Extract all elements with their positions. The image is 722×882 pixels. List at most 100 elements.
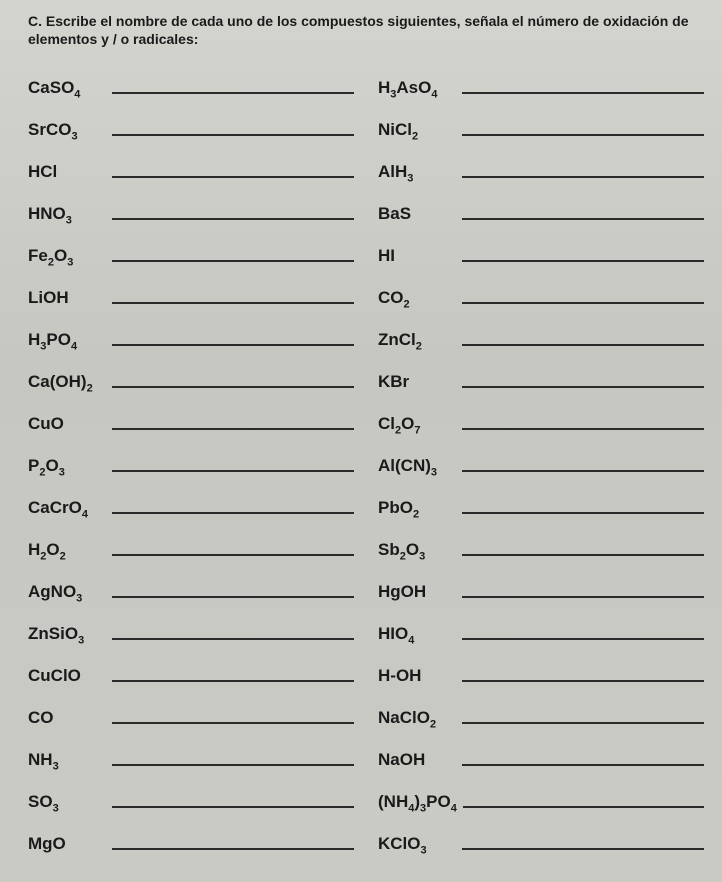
answer-blank[interactable] bbox=[462, 260, 704, 262]
answer-blank[interactable] bbox=[112, 848, 354, 850]
compound-row: HCl bbox=[28, 146, 360, 186]
answer-blank[interactable] bbox=[112, 134, 354, 136]
answer-blank[interactable] bbox=[112, 554, 354, 556]
compound-row: CaSO4 bbox=[28, 62, 360, 102]
compound-row: BaS bbox=[378, 188, 710, 228]
compound-formula: CuClO bbox=[28, 666, 106, 690]
answer-blank[interactable] bbox=[112, 638, 354, 640]
answer-blank[interactable] bbox=[112, 596, 354, 598]
compound-formula: NaOH bbox=[378, 750, 456, 774]
compound-row: CaCrO4 bbox=[28, 482, 360, 522]
answer-blank[interactable] bbox=[463, 806, 704, 808]
answer-blank[interactable] bbox=[462, 344, 704, 346]
answer-blank[interactable] bbox=[112, 218, 354, 220]
answer-blank[interactable] bbox=[112, 764, 354, 766]
compound-formula: CuO bbox=[28, 414, 106, 438]
answer-blank[interactable] bbox=[462, 848, 704, 850]
answer-blank[interactable] bbox=[462, 386, 704, 388]
answer-blank[interactable] bbox=[462, 722, 704, 724]
compound-formula: H3PO4 bbox=[28, 330, 106, 354]
compound-row: NaOH bbox=[378, 734, 710, 774]
compound-formula: KBr bbox=[378, 372, 456, 396]
compound-formula: HI bbox=[378, 246, 456, 270]
compound-row: HgOH bbox=[378, 566, 710, 606]
compound-row: PbO2 bbox=[378, 482, 710, 522]
compound-row: SrCO3 bbox=[28, 104, 360, 144]
compound-row: NaClO2 bbox=[378, 692, 710, 732]
compound-row: CO2 bbox=[378, 272, 710, 312]
compound-row: Fe2O3 bbox=[28, 230, 360, 270]
compound-row: H-OH bbox=[378, 650, 710, 690]
compound-formula: KClO3 bbox=[378, 834, 456, 858]
answer-blank[interactable] bbox=[462, 470, 704, 472]
answer-blank[interactable] bbox=[462, 554, 704, 556]
answer-blank[interactable] bbox=[112, 92, 354, 94]
compound-row: HNO3 bbox=[28, 188, 360, 228]
answer-blank[interactable] bbox=[112, 806, 354, 808]
compound-row: ZnSiO3 bbox=[28, 608, 360, 648]
compound-formula: H-OH bbox=[378, 666, 456, 690]
compound-row: Al(CN)3 bbox=[378, 440, 710, 480]
answer-blank[interactable] bbox=[112, 470, 354, 472]
compound-row: SO3 bbox=[28, 776, 360, 816]
compound-formula: HIO4 bbox=[378, 624, 456, 648]
compound-formula: SO3 bbox=[28, 792, 106, 816]
compound-formula: P2O3 bbox=[28, 456, 106, 480]
compound-formula: MgO bbox=[28, 834, 106, 858]
answer-blank[interactable] bbox=[112, 344, 354, 346]
answer-blank[interactable] bbox=[462, 218, 704, 220]
compound-row: Ca(OH)2 bbox=[28, 356, 360, 396]
compound-formula: AlH3 bbox=[378, 162, 456, 186]
compound-formula: HgOH bbox=[378, 582, 456, 606]
compound-formula: BaS bbox=[378, 204, 456, 228]
compound-row: NH3 bbox=[28, 734, 360, 774]
answer-blank[interactable] bbox=[112, 512, 354, 514]
compound-row: H2O2 bbox=[28, 524, 360, 564]
compound-formula: Fe2O3 bbox=[28, 246, 106, 270]
answer-blank[interactable] bbox=[112, 428, 354, 430]
worksheet-page: C. Escribe el nombre de cada uno de los … bbox=[0, 0, 722, 882]
compound-row: AlH3 bbox=[378, 146, 710, 186]
compound-row: NiCl2 bbox=[378, 104, 710, 144]
answer-blank[interactable] bbox=[112, 386, 354, 388]
compound-formula: AgNO3 bbox=[28, 582, 106, 606]
answer-blank[interactable] bbox=[462, 764, 704, 766]
answer-blank[interactable] bbox=[462, 638, 704, 640]
compound-formula: LiOH bbox=[28, 288, 106, 312]
compound-formula: Sb2O3 bbox=[378, 540, 456, 564]
answer-blank[interactable] bbox=[112, 302, 354, 304]
answer-blank[interactable] bbox=[462, 302, 704, 304]
left-column: CaSO4SrCO3HClHNO3 Fe2O3 LiOH H3PO4 Ca(OH)2 Cu… bbox=[28, 62, 360, 860]
answer-blank[interactable] bbox=[112, 176, 354, 178]
compound-row: Cl2O7 bbox=[378, 398, 710, 438]
answer-blank[interactable] bbox=[462, 680, 704, 682]
compound-row: (NH4)3PO4 bbox=[378, 776, 710, 816]
answer-blank[interactable] bbox=[462, 134, 704, 136]
answer-blank[interactable] bbox=[462, 596, 704, 598]
compound-row: CuO bbox=[28, 398, 360, 438]
compound-formula: H2O2 bbox=[28, 540, 106, 564]
answer-blank[interactable] bbox=[112, 680, 354, 682]
compound-formula: NH3 bbox=[28, 750, 106, 774]
answer-blank[interactable] bbox=[462, 92, 704, 94]
compound-formula: CaSO4 bbox=[28, 78, 106, 102]
answer-blank[interactable] bbox=[112, 722, 354, 724]
compound-row: ZnCl2 bbox=[378, 314, 710, 354]
compound-row: Sb2O3 bbox=[378, 524, 710, 564]
answer-blank[interactable] bbox=[462, 176, 704, 178]
answer-blank[interactable] bbox=[112, 260, 354, 262]
compound-row: MgO bbox=[28, 818, 360, 858]
answer-blank[interactable] bbox=[462, 512, 704, 514]
compound-grid: CaSO4SrCO3HClHNO3 Fe2O3 LiOH H3PO4 Ca(OH)2 Cu… bbox=[28, 62, 710, 860]
compound-formula: Ca(OH)2 bbox=[28, 372, 106, 396]
compound-formula: ZnSiO3 bbox=[28, 624, 106, 648]
compound-row: CO bbox=[28, 692, 360, 732]
right-column: H3AsO4 NiCl2 AlH3 BaS HICO2ZnCl2 KBrCl2O7Al(C… bbox=[378, 62, 710, 860]
compound-row: HI bbox=[378, 230, 710, 270]
compound-formula: NiCl2 bbox=[378, 120, 456, 144]
compound-formula: (NH4)3PO4 bbox=[378, 792, 457, 816]
answer-blank[interactable] bbox=[462, 428, 704, 430]
compound-row: H3AsO4 bbox=[378, 62, 710, 102]
compound-row: H3PO4 bbox=[28, 314, 360, 354]
compound-row: CuClO bbox=[28, 650, 360, 690]
